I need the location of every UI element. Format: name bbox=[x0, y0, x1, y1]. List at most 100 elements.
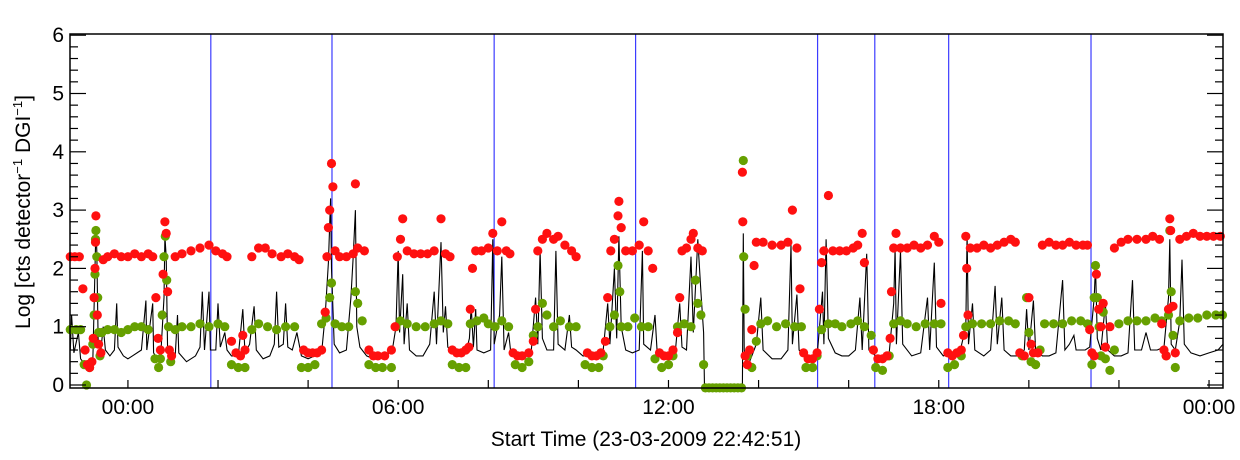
green-data-point bbox=[353, 298, 363, 308]
green-data-point bbox=[609, 310, 620, 320]
red-data-point bbox=[395, 234, 406, 244]
red-data-point bbox=[542, 228, 552, 238]
green-data-point bbox=[411, 322, 421, 332]
green-data-point bbox=[1170, 362, 1180, 373]
green-data-point bbox=[623, 322, 633, 332]
red-data-point bbox=[621, 246, 631, 256]
red-data-point bbox=[222, 252, 232, 262]
red-data-point bbox=[528, 336, 538, 346]
green-data-point bbox=[344, 322, 354, 332]
red-data-point bbox=[359, 246, 369, 256]
red-data-point bbox=[1161, 351, 1171, 361]
red-data-point bbox=[158, 269, 168, 279]
red-data-point bbox=[1089, 351, 1099, 361]
red-data-point bbox=[749, 260, 759, 271]
red-data-point bbox=[326, 158, 337, 169]
green-data-point bbox=[902, 319, 912, 329]
red-data-point bbox=[1024, 293, 1034, 303]
red-data-point bbox=[823, 190, 834, 201]
y-tick-label: 2 bbox=[52, 257, 64, 280]
green-data-point bbox=[296, 362, 306, 373]
green-data-point bbox=[350, 287, 360, 297]
red-data-point bbox=[160, 217, 170, 227]
red-data-point bbox=[492, 246, 502, 256]
red-data-point bbox=[643, 246, 653, 256]
red-data-point bbox=[688, 228, 698, 238]
x-tick-label: 00:00 bbox=[1183, 396, 1236, 419]
green-data-point bbox=[337, 322, 347, 332]
green-data-point bbox=[1132, 316, 1142, 326]
green-data-point bbox=[696, 310, 706, 320]
green-data-point bbox=[1193, 313, 1203, 323]
red-data-point bbox=[1132, 234, 1142, 244]
green-data-point bbox=[587, 362, 597, 373]
red-data-point bbox=[1091, 269, 1101, 279]
red-data-point bbox=[488, 228, 498, 238]
green-data-point bbox=[817, 325, 827, 335]
green-data-point bbox=[371, 362, 381, 373]
plot-frame bbox=[69, 33, 1224, 389]
red-data-point bbox=[609, 234, 620, 244]
green-data-point bbox=[195, 319, 205, 329]
red-data-point bbox=[1154, 234, 1165, 244]
red-data-point bbox=[1033, 348, 1043, 358]
red-data-point bbox=[94, 339, 104, 349]
red-data-point bbox=[260, 243, 270, 253]
green-data-point bbox=[643, 322, 653, 332]
green-data-point bbox=[1090, 260, 1101, 271]
green-data-point bbox=[490, 322, 500, 332]
green-data-point bbox=[977, 319, 987, 329]
green-data-point bbox=[1087, 360, 1097, 370]
green-data-point bbox=[204, 322, 214, 332]
red-data-point bbox=[600, 336, 611, 346]
red-data-point bbox=[392, 252, 402, 262]
red-data-point bbox=[963, 310, 973, 320]
y-axis-title-part: DGI bbox=[12, 116, 35, 159]
green-data-point bbox=[986, 319, 996, 329]
red-data-point bbox=[958, 330, 969, 340]
red-data-point bbox=[747, 325, 757, 335]
green-data-point bbox=[823, 319, 834, 329]
red-data-point bbox=[885, 333, 895, 343]
red-data-point bbox=[323, 223, 333, 233]
green-data-point bbox=[686, 322, 696, 332]
green-data-point bbox=[796, 322, 807, 332]
red-data-point bbox=[380, 351, 390, 361]
red-data-point bbox=[571, 252, 581, 262]
red-data-point bbox=[681, 243, 692, 253]
green-data-point bbox=[155, 354, 165, 364]
red-data-point bbox=[668, 345, 678, 355]
red-data-point bbox=[1166, 225, 1176, 236]
red-data-point bbox=[294, 255, 304, 265]
red-data-point bbox=[634, 240, 644, 250]
red-data-point bbox=[882, 351, 892, 361]
red-data-point bbox=[467, 263, 478, 273]
green-data-point bbox=[693, 298, 703, 308]
red-data-point bbox=[436, 214, 446, 224]
green-data-point bbox=[630, 313, 640, 323]
red-data-point bbox=[614, 196, 624, 206]
red-data-point bbox=[1096, 322, 1106, 332]
red-data-point bbox=[859, 258, 870, 268]
red-data-point bbox=[96, 348, 106, 358]
red-data-point bbox=[409, 249, 419, 259]
green-data-point bbox=[542, 310, 552, 320]
red-data-point bbox=[465, 304, 475, 314]
green-data-point bbox=[549, 322, 559, 332]
y-tick-label: 5 bbox=[52, 83, 64, 106]
red-data-point bbox=[204, 240, 214, 250]
red-data-point bbox=[533, 246, 543, 256]
y-tick-label: 1 bbox=[52, 316, 64, 339]
red-data-point bbox=[151, 293, 161, 303]
green-data-point bbox=[1092, 293, 1102, 303]
red-data-point bbox=[322, 252, 332, 262]
red-data-point bbox=[1098, 298, 1108, 308]
red-data-point bbox=[524, 348, 534, 358]
red-data-point bbox=[817, 258, 827, 268]
green-data-point bbox=[967, 319, 978, 329]
red-data-point bbox=[177, 249, 187, 259]
red-data-point bbox=[956, 345, 966, 355]
red-data-point bbox=[445, 252, 455, 262]
red-data-point bbox=[328, 182, 338, 192]
